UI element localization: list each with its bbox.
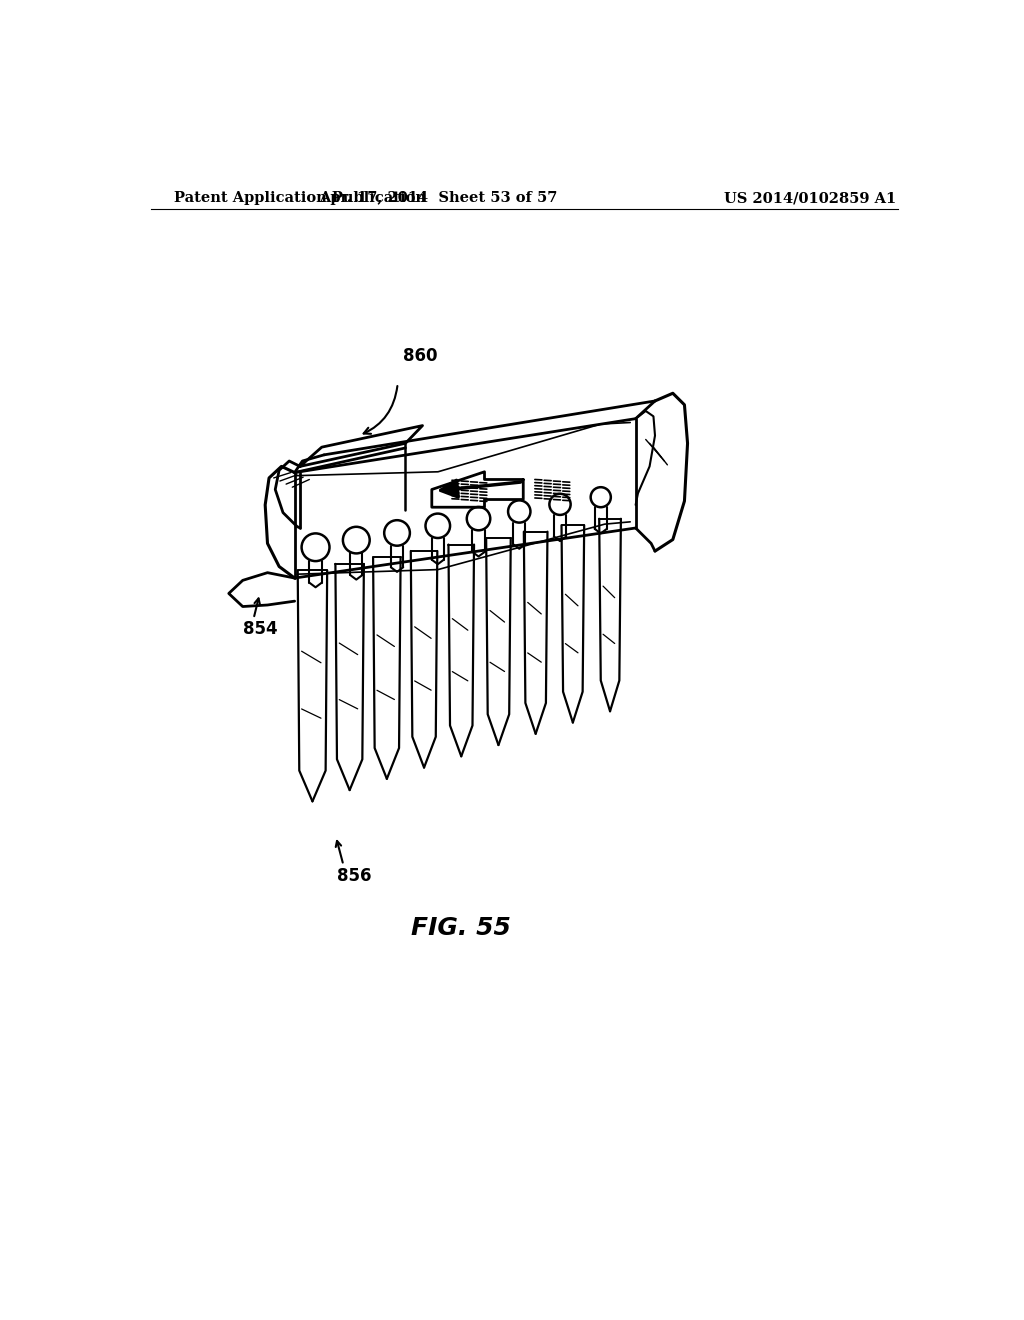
Text: 856: 856 bbox=[337, 867, 372, 884]
Text: FIG. 55: FIG. 55 bbox=[412, 916, 511, 940]
Text: Patent Application Publication: Patent Application Publication bbox=[174, 191, 427, 206]
Text: 854: 854 bbox=[243, 620, 278, 639]
Text: US 2014/0102859 A1: US 2014/0102859 A1 bbox=[724, 191, 896, 206]
Text: 860: 860 bbox=[403, 347, 437, 364]
Text: Apr. 17, 2014  Sheet 53 of 57: Apr. 17, 2014 Sheet 53 of 57 bbox=[318, 191, 557, 206]
